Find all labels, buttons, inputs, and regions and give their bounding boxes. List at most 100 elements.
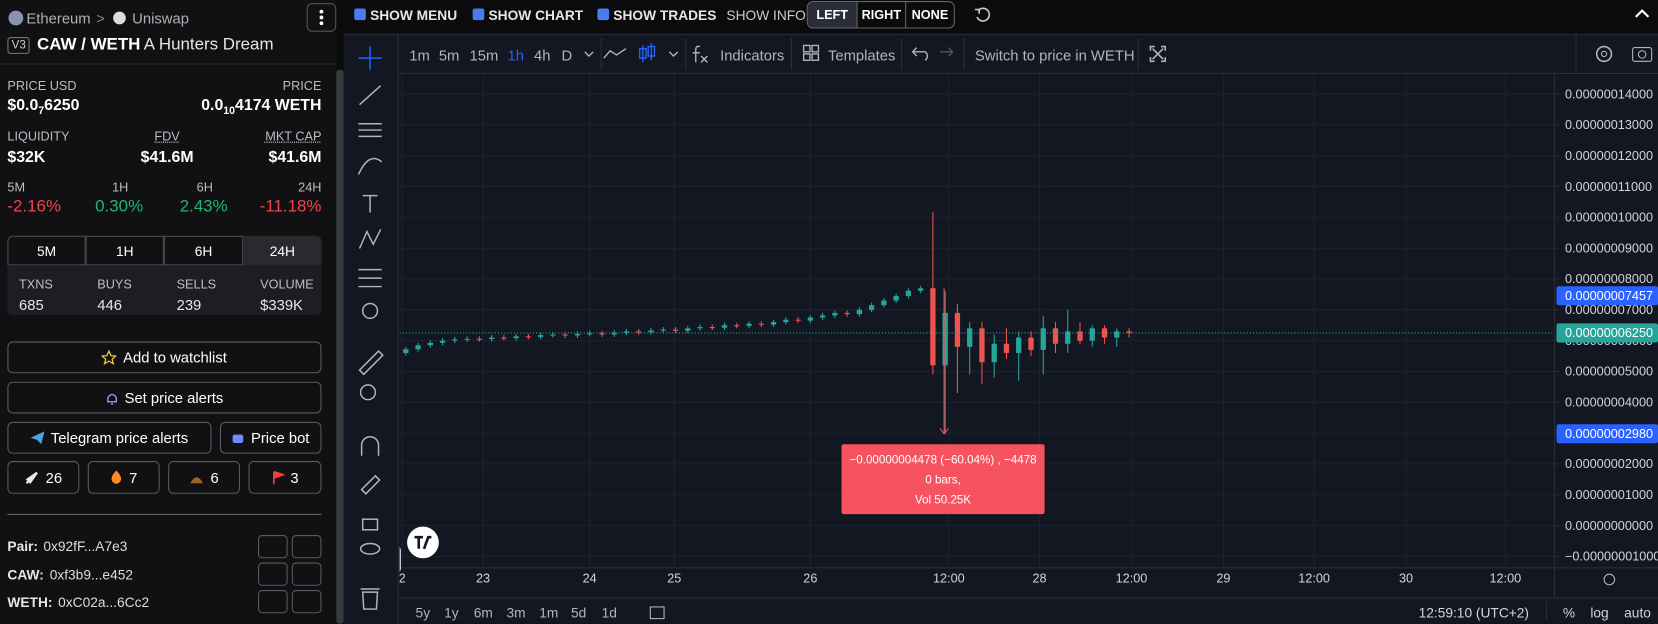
candle-body (1077, 331, 1083, 341)
range-button[interactable]: 1d (601, 604, 617, 621)
bot-button[interactable]: Price bot (219, 421, 322, 454)
indicators-button[interactable]: Indicators (720, 46, 785, 64)
range-button[interactable]: 5y (415, 604, 431, 621)
x-tick-label: 12:00 (1298, 572, 1330, 586)
address: 0x92fF...A7e3 (43, 538, 128, 555)
ruler-tool[interactable] (358, 350, 384, 376)
reaction-button[interactable]: 26 (7, 461, 80, 494)
pattern-tool[interactable] (358, 229, 382, 249)
interval-selected[interactable]: 1h (507, 46, 525, 64)
open-button[interactable] (291, 590, 322, 614)
range-button[interactable]: 1m (539, 604, 559, 621)
count: 3 (290, 468, 299, 486)
prediction-tool[interactable] (358, 268, 382, 288)
copy-button[interactable] (258, 590, 288, 614)
price-label: 0.00000006250 (1565, 326, 1653, 340)
label: Set price alerts (124, 389, 224, 407)
scale-option[interactable]: auto (1624, 604, 1651, 621)
tv-logo[interactable] (407, 526, 439, 559)
interval[interactable]: 4h (533, 46, 551, 64)
emoji-tool[interactable] (361, 302, 379, 320)
interval[interactable]: 5m (438, 46, 460, 64)
reaction-button[interactable]: 7 (87, 461, 160, 494)
interval[interactable]: D (561, 46, 573, 64)
text-tool[interactable] (362, 194, 378, 213)
alerts-button[interactable]: Set price alerts (7, 381, 322, 414)
dex[interactable]: Uniswap (132, 9, 189, 27)
switch-currency[interactable]: Switch to price in WETH (974, 46, 1135, 64)
telegram-button[interactable]: Telegram price alerts (7, 421, 212, 454)
line-tool[interactable] (359, 85, 382, 106)
toggle-label[interactable]: SHOW CHART (488, 7, 584, 24)
change-value: -11.18% (259, 197, 322, 216)
tab[interactable]: 5M (7, 235, 86, 266)
segment[interactable]: RIGHT (856, 2, 905, 28)
copy-button[interactable] (258, 562, 288, 586)
scale-option[interactable]: log (1590, 604, 1609, 621)
toggle-label[interactable]: SHOW MENU (370, 7, 458, 24)
menu-button[interactable] (306, 3, 337, 32)
range-button[interactable]: 5d (570, 604, 587, 621)
scale-option[interactable]: % (1562, 604, 1576, 621)
type-menu[interactable] (668, 51, 679, 58)
copy-button[interactable] (258, 535, 288, 559)
brush-tool[interactable] (357, 157, 383, 175)
fullscreen-icon[interactable] (1148, 44, 1167, 63)
axis-settings[interactable] (1603, 573, 1616, 586)
price-prefix: 0.0 (201, 96, 224, 115)
lock-drawing-tool[interactable] (360, 474, 381, 495)
tab[interactable]: 1H (85, 235, 164, 266)
scrollbar[interactable] (336, 69, 344, 624)
checkbox[interactable] (597, 8, 610, 21)
crosshair-tool[interactable] (358, 46, 382, 70)
change-value: 0.30% (95, 197, 144, 216)
range-button[interactable]: 6m (473, 604, 493, 621)
bell-icon (106, 393, 117, 405)
open-button[interactable] (291, 562, 322, 586)
candle-body (476, 338, 483, 340)
screenshot[interactable] (1632, 47, 1653, 62)
chain[interactable]: Ethereum (26, 9, 91, 27)
telegram-icon (30, 431, 45, 445)
divider (397, 72, 1658, 75)
reaction-button[interactable]: 6 (168, 461, 241, 494)
fib-tool[interactable] (358, 122, 382, 138)
candle-body (697, 327, 703, 329)
version: V3 (7, 37, 31, 54)
interval[interactable]: 15m (469, 46, 499, 64)
delete-tool[interactable] (360, 588, 380, 610)
toggle-label[interactable]: SHOW TRADES (613, 7, 717, 24)
candle-body (525, 336, 532, 338)
date-range-icon[interactable] (648, 604, 667, 621)
settings[interactable] (1595, 45, 1613, 63)
watchlist-button[interactable]: Add to watchlist (7, 341, 322, 374)
zoom-tool[interactable] (359, 384, 377, 401)
open-button[interactable] (291, 535, 322, 559)
segment[interactable]: NONE (905, 2, 954, 28)
divider (0, 63, 337, 65)
tab-selected[interactable]: 24H (243, 235, 322, 266)
candle-body (538, 335, 544, 337)
redo[interactable] (940, 47, 954, 57)
line-type[interactable] (603, 48, 627, 59)
interval-menu[interactable] (584, 51, 594, 58)
collapse-handle[interactable] (399, 546, 401, 573)
templates-button[interactable]: Templates (827, 46, 896, 64)
magnet-tool[interactable] (360, 436, 380, 456)
reset-icon[interactable] (974, 6, 991, 23)
lock-tool[interactable] (361, 518, 379, 531)
x-tick-label: 12:00 (1116, 572, 1148, 586)
tab[interactable]: 6H (163, 235, 244, 266)
hide-tool[interactable] (359, 542, 381, 555)
y-tick-label: 0.00000005000 (1565, 365, 1653, 379)
segment-selected[interactable]: LEFT (807, 2, 857, 28)
checkbox[interactable] (354, 8, 366, 21)
price-label-box (1556, 323, 1658, 343)
collapse-icon[interactable] (1635, 8, 1650, 19)
interval[interactable]: 1m (409, 46, 430, 64)
checkbox[interactable] (472, 8, 485, 21)
undo[interactable] (912, 47, 929, 61)
range-button[interactable]: 1y (444, 604, 459, 621)
reaction-button[interactable]: 3 (248, 461, 322, 494)
range-button[interactable]: 3m (506, 604, 526, 621)
